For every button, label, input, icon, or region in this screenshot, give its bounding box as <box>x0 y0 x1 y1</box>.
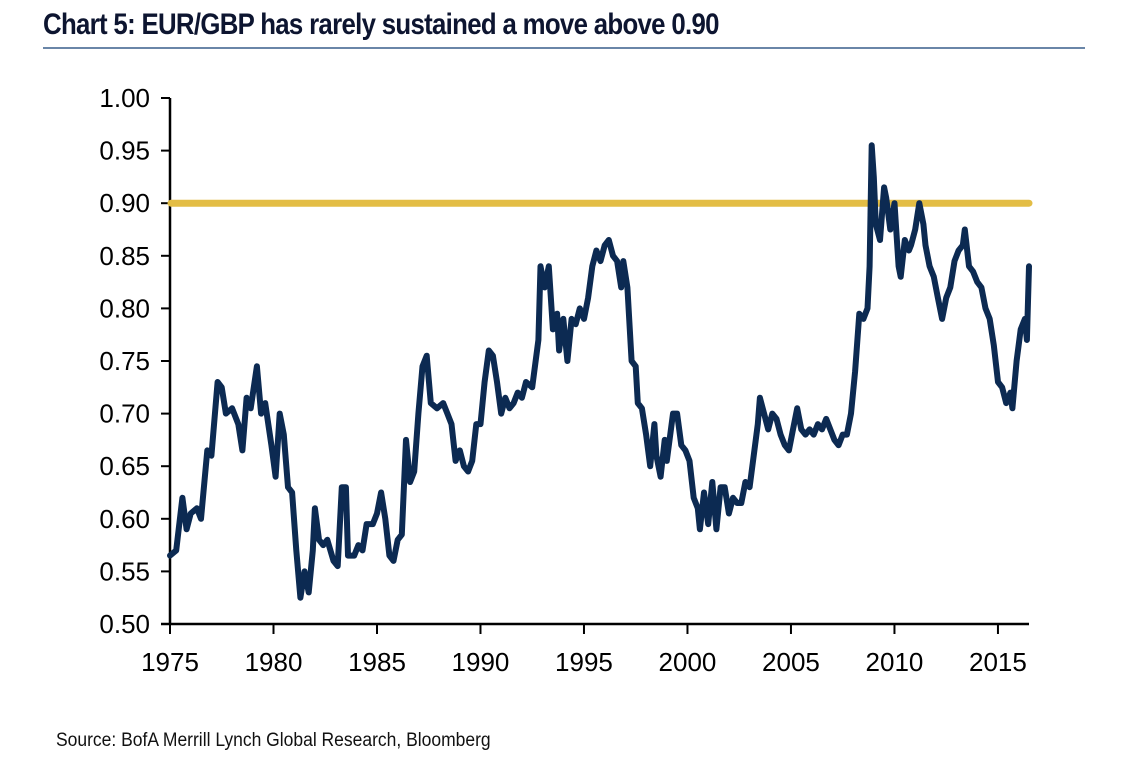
y-tick-label: 0.50 <box>99 609 150 639</box>
source-note: Source: BofA Merrill Lynch Global Resear… <box>56 730 491 751</box>
x-tick-label: 2010 <box>866 647 924 677</box>
x-axis: 1975 1980 1985 1990 1995 2000 2005 2010 2015 <box>141 622 1029 677</box>
chart-title: Chart 5: EUR/GBP has rarely sustained a … <box>43 8 719 41</box>
x-tick-label: 1990 <box>452 647 510 677</box>
x-tick-label: 1985 <box>348 647 406 677</box>
title-underline <box>43 47 1085 49</box>
y-tick-label: 0.70 <box>99 399 150 429</box>
y-tick-label: 0.55 <box>99 556 150 586</box>
x-tick-label: 1995 <box>555 647 613 677</box>
y-tick-label: 0.80 <box>99 293 150 323</box>
series-group <box>167 142 1032 601</box>
y-tick-label: 0.75 <box>99 346 150 376</box>
y-tick-label: 0.90 <box>99 188 150 218</box>
x-tick-label: 2015 <box>969 647 1027 677</box>
series-line-eur-gbp <box>167 142 1032 601</box>
y-tick-label: 0.95 <box>99 136 150 166</box>
x-tick-label: 2000 <box>659 647 717 677</box>
y-tick-label: 0.65 <box>99 451 150 481</box>
x-tick-label: 2005 <box>762 647 820 677</box>
y-axis: 0.50 0.55 0.60 0.65 0.70 0.75 0.80 0.85 0.90 0.95… <box>99 83 172 639</box>
y-tick-label: 0.85 <box>99 241 150 271</box>
x-tick-label: 1980 <box>245 647 303 677</box>
x-tick-label: 1975 <box>141 647 199 677</box>
y-tick-label: 1.00 <box>99 83 150 113</box>
y-tick-label: 0.60 <box>99 504 150 534</box>
